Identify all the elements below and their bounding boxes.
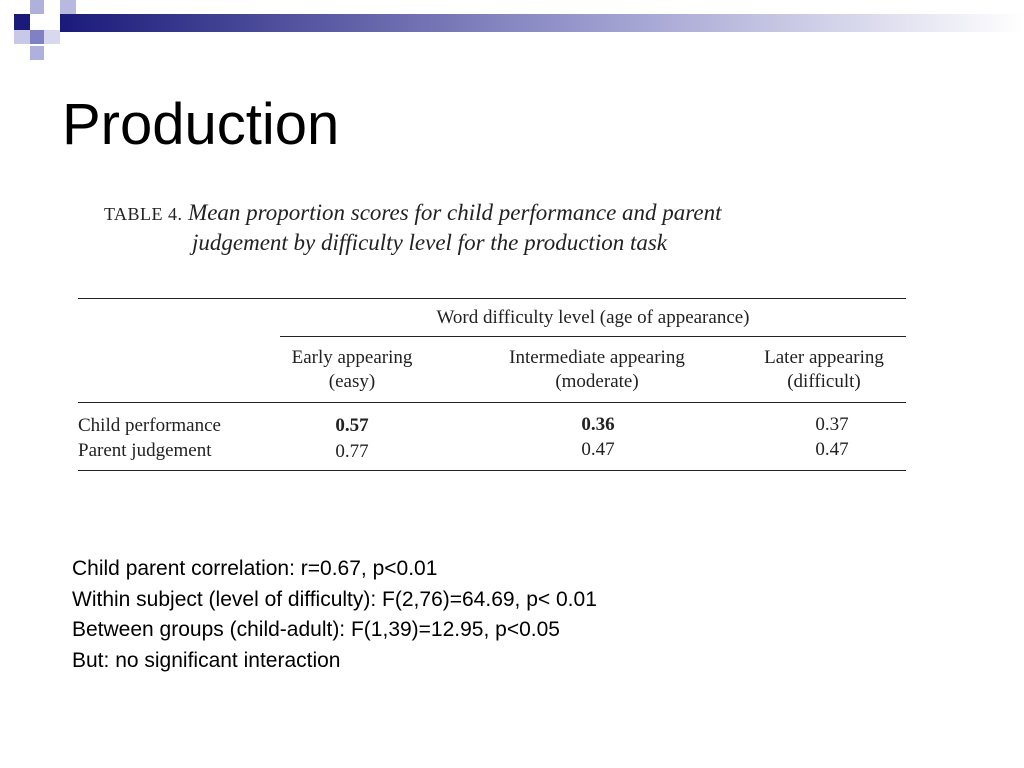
note-correlation: Child parent correlation: r=0.67, p<0.01	[72, 557, 438, 580]
column-header-difficult-line1: Later appearing	[764, 347, 884, 368]
cell-child-moderate: 0.36	[581, 414, 615, 435]
cell-parent-moderate: 0.47	[581, 439, 615, 460]
cell-parent-easy: 0.77	[335, 441, 369, 462]
deco-square-mid	[30, 30, 44, 44]
statistics-notes: Child parent correlation: r=0.67, p<0.01…	[72, 554, 597, 676]
table-bottom-rule	[78, 470, 906, 471]
deco-square-dark	[14, 14, 30, 30]
column-header-easy-line1: Early appearing	[291, 347, 413, 368]
deco-square-mid	[60, 0, 76, 14]
header-gradient-band	[60, 14, 1024, 32]
cell-child-difficult: 0.37	[815, 414, 849, 435]
table-caption: TABLE 4. Mean proportion scores for chil…	[104, 198, 721, 229]
row-label-child-performance: Child performance	[78, 415, 221, 436]
note-within-subject: Within subject (level of difficulty): F(…	[72, 587, 597, 611]
header-bottom-rule	[78, 402, 906, 403]
spanner-rule	[280, 336, 906, 337]
column-spanner: Word difficulty level (age of appearance…	[436, 307, 750, 328]
column-header-difficult-line2: (difficult)	[787, 371, 861, 392]
deco-square-light	[14, 30, 30, 44]
column-header-moderate: Intermediate appearing (moderate)	[472, 346, 722, 394]
column-header-moderate-line2: (moderate)	[555, 371, 639, 392]
column-header-easy: Early appearing (easy)	[262, 346, 442, 394]
column-header-moderate-line1: Intermediate appearing	[509, 347, 685, 368]
deco-square-light	[44, 14, 60, 30]
cell-parent-difficult: 0.47	[815, 439, 849, 460]
table-caption-label: TABLE 4.	[104, 204, 183, 224]
table-caption-line2: judgement by difficulty level for the pr…	[192, 230, 668, 255]
deco-square-light	[30, 46, 44, 60]
table-figure: TABLE 4. Mean proportion scores for chil…	[76, 194, 908, 484]
column-header-difficult: Later appearing (difficult)	[740, 346, 908, 394]
note-between-groups: Between groups (child-adult): F(1,39)=12…	[72, 618, 560, 641]
table-caption-line1: Mean proportion scores for child perform…	[188, 200, 722, 225]
cell-child-easy: 0.57	[335, 415, 369, 436]
row-label-parent-judgement: Parent judgement	[78, 440, 212, 461]
deco-square-mid	[44, 30, 60, 44]
column-header-easy-line2: (easy)	[328, 371, 376, 392]
note-interaction: But: no significant interaction	[72, 648, 341, 672]
table-top-rule	[78, 298, 906, 299]
header-decoration	[14, 0, 1024, 60]
slide-title: Production	[62, 92, 340, 157]
deco-square-light	[30, 0, 44, 14]
